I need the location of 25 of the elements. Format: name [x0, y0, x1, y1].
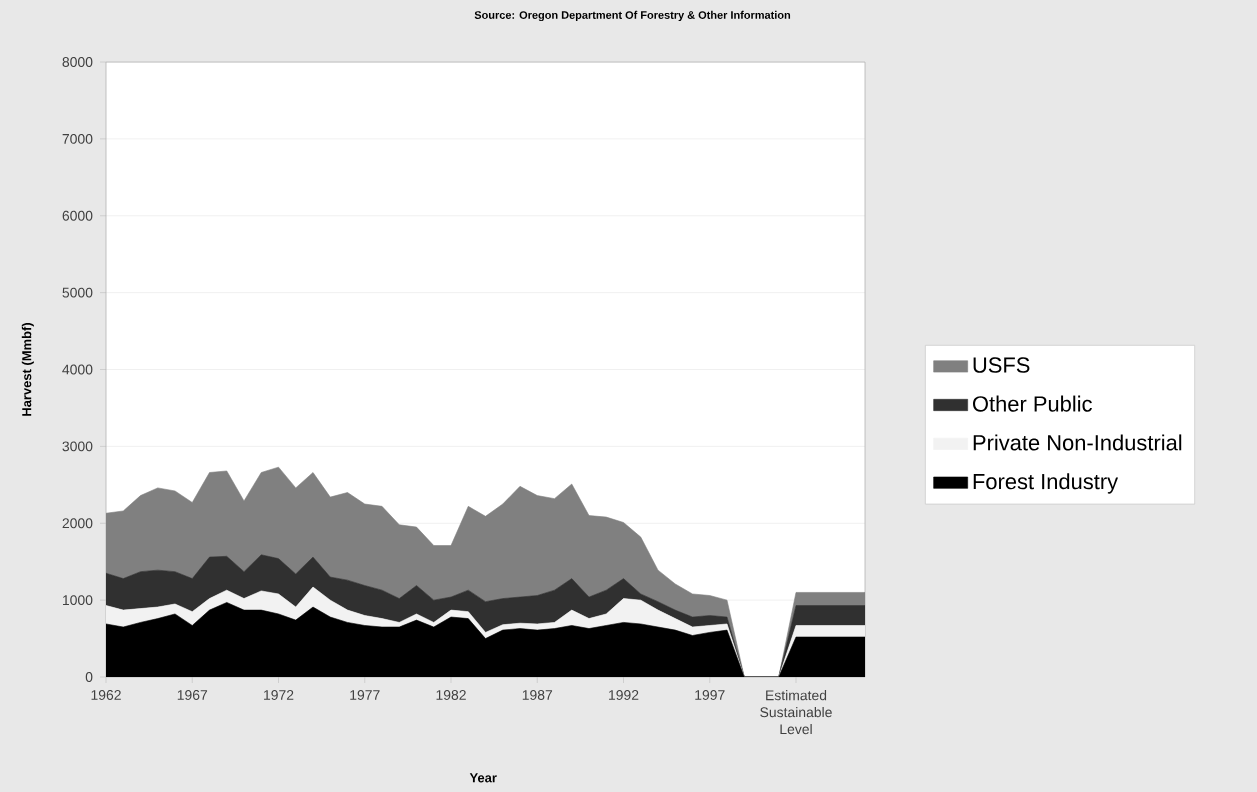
y-tick-label: 4000	[62, 364, 93, 375]
x-tick-label: 1972	[264, 690, 294, 700]
x-axis-title: Year	[469, 773, 497, 783]
y-tick-label: 6000	[62, 210, 93, 221]
x-tick-label: 1997	[695, 690, 725, 700]
x-tick-label: 1987	[522, 690, 553, 700]
y-tick-label: 0	[85, 672, 93, 682]
x-tick-label: 1962	[91, 690, 121, 700]
y-tick-label: 7000	[62, 133, 93, 144]
legend-label: Forest Industry	[973, 473, 1119, 494]
y-tick-label: 2000	[62, 518, 93, 529]
y-tick-label: 3000	[62, 441, 93, 452]
x-tick-label: 1967	[177, 690, 208, 700]
y-axis-title: Harvest (Mmbf)	[21, 323, 34, 416]
legend-label: Other Public	[972, 395, 1092, 412]
legend-label: USFS	[973, 357, 1030, 373]
x-tick-label: 1992	[609, 690, 639, 700]
chart-title: Source: Oregon Department Of Forestry & Other Information	[474, 10, 791, 22]
legend-label: Private Non-Industrial	[973, 434, 1182, 451]
y-tick-label: 5000	[62, 287, 93, 298]
x-tick-label: Estimated Sustainable Level	[760, 690, 832, 735]
x-tick-label: 1982	[436, 690, 466, 700]
y-tick-label: 1000	[62, 595, 93, 606]
x-tick-label: 1977	[350, 690, 380, 700]
y-tick-label: 8000	[62, 57, 93, 67]
